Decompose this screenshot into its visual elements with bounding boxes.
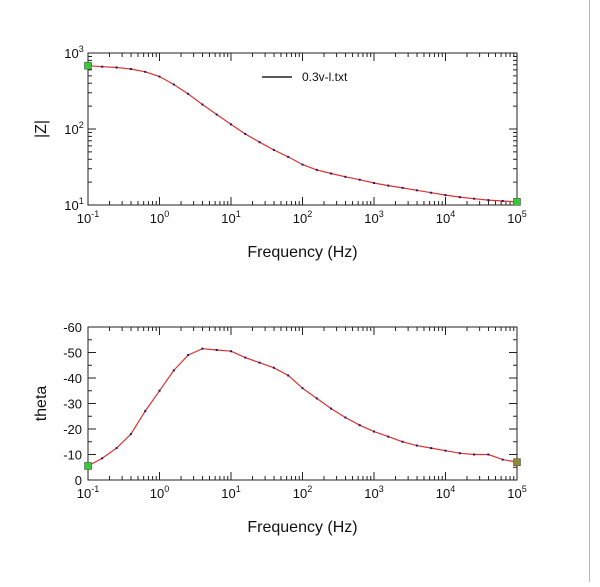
data-point — [287, 374, 290, 377]
x-tick-label: 101 — [221, 209, 240, 226]
data-point — [344, 416, 347, 419]
data-point — [330, 172, 333, 175]
y-tick-label: 103 — [64, 44, 83, 61]
x-tick-label: 100 — [150, 484, 169, 501]
data-point — [473, 453, 476, 456]
y-axis-label: theta — [33, 386, 50, 422]
x-axis-label: Frequency (Hz) — [247, 519, 357, 536]
data-point — [358, 424, 361, 427]
x-tick-label: 102 — [293, 484, 312, 501]
x-tick-label: 104 — [436, 484, 455, 501]
data-point — [401, 440, 404, 443]
data-point — [444, 194, 447, 197]
x-tick-label: 10-1 — [77, 484, 99, 501]
x-tick-label: 103 — [364, 209, 383, 226]
data-point — [301, 163, 304, 166]
data-point — [501, 458, 504, 461]
data-point — [473, 197, 476, 200]
series-line — [87, 65, 518, 203]
y-tick-label: -50 — [63, 346, 82, 361]
data-point — [244, 356, 247, 359]
x-tick-label: 100 — [150, 209, 169, 226]
x-axis-label: Frequency (Hz) — [247, 244, 357, 261]
y-tick-label: 102 — [64, 120, 83, 137]
data-point — [415, 444, 418, 447]
data-point — [172, 369, 175, 372]
data-point — [115, 447, 118, 450]
data-point — [301, 387, 304, 390]
data-point — [373, 430, 375, 433]
x-tick-label: 101 — [221, 484, 240, 501]
y-axis-label: |Z| — [33, 120, 50, 138]
data-point — [115, 66, 118, 69]
legend-label: 0.3v-l.txt — [302, 70, 348, 84]
data-point — [84, 462, 92, 470]
x-tick-label: 105 — [507, 484, 526, 501]
data-point — [101, 457, 104, 460]
data-point — [215, 113, 218, 116]
x-tick-label: 104 — [436, 209, 455, 226]
data-point — [315, 397, 318, 400]
data-point — [344, 175, 347, 178]
y-tick-label: -20 — [63, 422, 82, 437]
data-point — [458, 196, 461, 199]
data-point — [487, 453, 490, 456]
data-point — [487, 199, 490, 202]
data-point — [358, 178, 361, 181]
data-point — [430, 447, 433, 450]
data-point — [430, 191, 433, 194]
data-point — [158, 75, 161, 78]
data-point — [129, 433, 132, 436]
data-point — [144, 70, 147, 73]
x-tick-label: 102 — [293, 209, 312, 226]
data-point — [315, 168, 318, 171]
data-point — [258, 141, 261, 144]
data-point — [458, 452, 461, 455]
page-edge-divider — [589, 0, 590, 582]
y-tick-label: -30 — [63, 397, 82, 412]
data-point — [172, 83, 175, 86]
data-point — [258, 361, 261, 364]
data-point — [187, 92, 190, 95]
data-point — [158, 389, 161, 392]
data-point — [244, 132, 247, 135]
x-tick-label: 10-1 — [77, 209, 99, 226]
data-point — [415, 189, 418, 192]
data-point — [444, 449, 447, 452]
y-tick-label: 101 — [64, 196, 83, 213]
data-point — [272, 366, 275, 369]
x-tick-label: 103 — [364, 484, 383, 501]
data-point — [215, 348, 218, 351]
plot-frame — [87, 326, 518, 481]
y-tick-label: -40 — [63, 371, 82, 386]
y-tick-label: -60 — [63, 320, 82, 335]
data-point — [144, 410, 147, 413]
data-point — [84, 61, 92, 70]
data-point — [513, 198, 521, 206]
data-point — [330, 407, 333, 410]
data-point — [187, 354, 190, 357]
data-point — [201, 347, 204, 350]
data-point — [272, 148, 275, 151]
data-point — [387, 184, 390, 187]
data-point — [373, 181, 375, 184]
data-point — [201, 103, 204, 106]
data-point — [230, 350, 232, 353]
phase-angle-chart: 10-1 100 101 102 103 104 105 -60 -50 -40 -30 -20 -10… — [33, 320, 527, 536]
data-point — [401, 186, 404, 189]
y-tick-label: 0 — [75, 473, 82, 488]
data-point — [513, 458, 521, 466]
impedance-magnitude-chart: 10-1 100 101 102 103 104 105 101 102 103 Frequency… — [33, 44, 527, 261]
data-point — [287, 155, 290, 158]
data-point — [129, 68, 132, 71]
data-point — [501, 199, 504, 202]
data-point — [387, 435, 390, 438]
data-point — [101, 65, 104, 68]
series-line — [87, 348, 518, 467]
y-tick-label: -10 — [63, 448, 82, 463]
data-point — [230, 123, 232, 126]
x-tick-label: 105 — [507, 209, 526, 226]
